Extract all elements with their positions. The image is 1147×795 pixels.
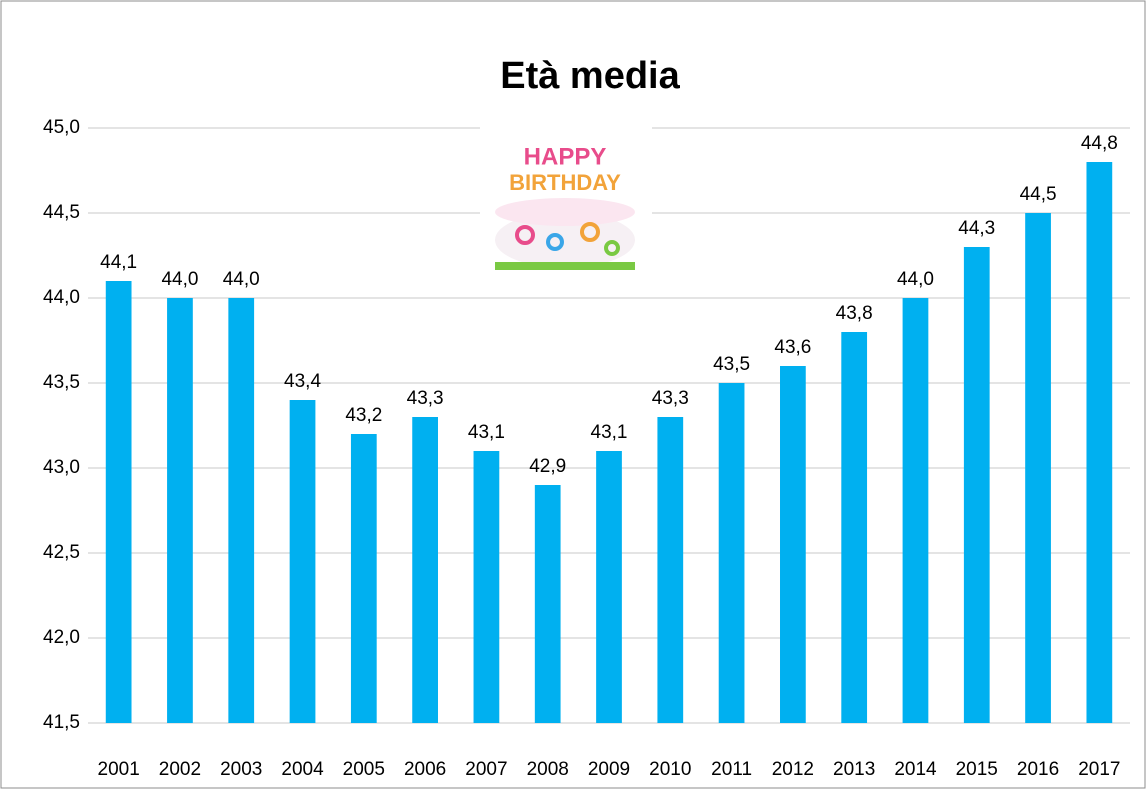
x-tick-label: 2004 [281, 759, 324, 780]
y-tick-label: 43,0 [43, 457, 80, 478]
bar [963, 247, 990, 723]
bar [780, 366, 806, 723]
bar [289, 400, 316, 723]
data-label: 44,0 [897, 269, 934, 290]
data-label: 44,1 [100, 252, 137, 273]
y-tick-label: 44,0 [43, 287, 80, 308]
x-tick-label: 2009 [588, 759, 630, 780]
y-tick-label: 44,5 [43, 202, 80, 223]
x-tick-label: 2002 [159, 759, 201, 780]
svg-text:HAPPY: HAPPY [524, 143, 607, 170]
x-tick-label: 2017 [1078, 759, 1120, 780]
y-tick-label: 42,0 [43, 627, 80, 648]
bar [105, 281, 132, 723]
bar [228, 298, 255, 723]
cake-image: HAPPY BIRTHDAY [480, 125, 652, 280]
y-tick-label: 43,5 [43, 372, 80, 393]
bar [167, 298, 193, 723]
svg-text:BIRTHDAY: BIRTHDAY [509, 170, 621, 195]
bar [596, 451, 622, 723]
x-tick-label: 2006 [404, 759, 446, 780]
data-label: 43,2 [345, 405, 382, 426]
y-tick-label: 45,0 [43, 117, 80, 138]
y-tick-label: 41,5 [43, 712, 80, 733]
bar [412, 417, 438, 723]
bar [902, 298, 929, 723]
x-tick-label: 2011 [711, 759, 752, 780]
bar [473, 451, 500, 723]
data-label: 44,0 [161, 269, 198, 290]
x-tick-label: 2007 [465, 759, 507, 780]
x-tick-label: 2001 [98, 759, 140, 780]
bar [350, 434, 377, 723]
x-tick-label: 2008 [527, 759, 569, 780]
y-tick-label: 42,5 [43, 542, 80, 563]
data-label: 42,9 [529, 456, 566, 477]
data-label: 44,3 [958, 218, 995, 239]
bar [534, 485, 561, 723]
data-label: 44,0 [223, 269, 260, 290]
x-tick-label: 2013 [833, 759, 875, 780]
bar [718, 383, 745, 723]
bar [1025, 213, 1051, 723]
data-label: 43,6 [774, 337, 811, 358]
x-tick-label: 2014 [894, 759, 937, 780]
x-tick-label: 2015 [956, 759, 998, 780]
plot-area: 41,5 42,0 42,5 43,0 43,5 44,0 44,5 45,0 2001 44,1… [43, 117, 1130, 780]
bar [657, 417, 684, 723]
data-label: 43,5 [713, 354, 750, 375]
x-tick-label: 2003 [220, 759, 262, 780]
x-tick-label: 2012 [772, 759, 814, 780]
data-label: 43,1 [468, 422, 505, 443]
data-label: 44,8 [1081, 133, 1118, 154]
x-tick-label: 2005 [343, 759, 385, 780]
data-label: 43,8 [836, 303, 873, 324]
bar [841, 332, 868, 723]
data-label: 43,1 [591, 422, 628, 443]
data-label: 44,5 [1020, 184, 1057, 205]
data-label: 43,4 [284, 371, 321, 392]
chart-title: Età media [500, 55, 680, 97]
x-tick-label: 2016 [1017, 759, 1059, 780]
data-label: 43,3 [652, 388, 689, 409]
data-label: 43,3 [407, 388, 444, 409]
x-tick-label: 2010 [649, 759, 691, 780]
bar [1086, 162, 1113, 723]
